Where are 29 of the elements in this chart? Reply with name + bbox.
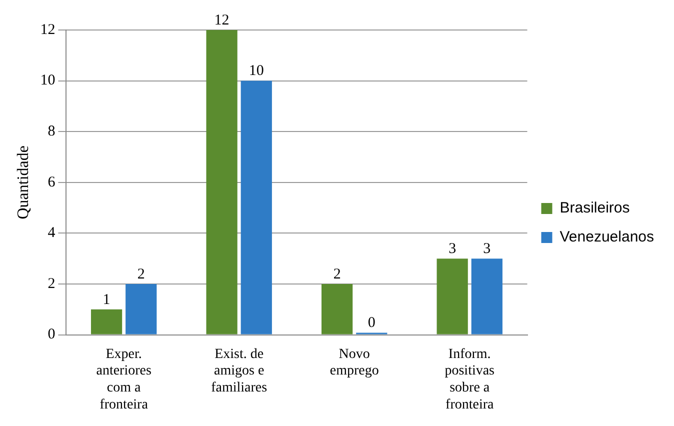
legend-label: Brasileiros (560, 200, 630, 217)
x-tick-label: Novo emprego (330, 346, 379, 379)
x-tick-label: Exper. anteriores com a fronteira (96, 346, 152, 412)
x-tick-label: Inform. positivas sobre a fronteira (444, 346, 495, 412)
legend-label: Venezuelanos (560, 228, 654, 246)
data-label: 3 (483, 241, 491, 258)
y-tick-label: 8 (48, 124, 56, 140)
data-label: 2 (333, 266, 341, 282)
x-tick-label: Exist. de amigos e familiares (211, 346, 268, 396)
bar (126, 284, 157, 334)
data-label: 12 (214, 12, 230, 28)
data-label: 3 (448, 241, 456, 258)
bar (206, 30, 238, 334)
y-tick-label: 2 (48, 276, 56, 292)
data-label: 10 (248, 63, 264, 80)
bar (322, 284, 353, 334)
data-label: 2 (137, 266, 145, 282)
y-tick-label: 10 (40, 72, 56, 89)
y-tick-label: 0 (48, 326, 56, 343)
bar (436, 258, 468, 334)
y-axis-title: Quantidade (14, 146, 32, 220)
bar (471, 258, 502, 334)
y-tick-label: 6 (48, 174, 56, 190)
bar (240, 80, 272, 334)
y-tick-label: 4 (48, 225, 56, 242)
bar (90, 309, 122, 334)
data-label: 0 (368, 315, 376, 332)
data-label: 1 (102, 292, 110, 308)
y-tick-label: 12 (40, 22, 56, 38)
